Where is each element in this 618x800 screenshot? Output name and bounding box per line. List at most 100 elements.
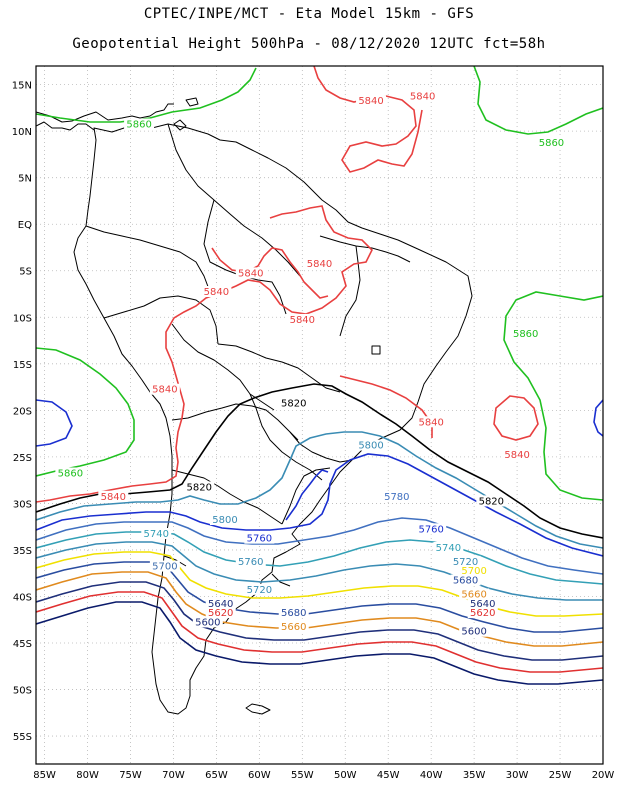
contour-label-bg bbox=[287, 313, 318, 325]
contour-5760 bbox=[36, 517, 603, 575]
lat-label: 15S bbox=[13, 360, 32, 371]
contour-label-bg bbox=[356, 439, 387, 451]
contour-5860-west bbox=[36, 347, 135, 477]
contour-label-bg bbox=[205, 607, 236, 619]
lat-label: 35S bbox=[13, 546, 32, 557]
lat-label: 45S bbox=[13, 639, 32, 650]
contour-label-bg bbox=[141, 527, 172, 539]
lat-label: 20S bbox=[13, 406, 32, 417]
contour-label-bg bbox=[124, 118, 155, 130]
contour-label: 5820 bbox=[479, 496, 504, 507]
contour-label: 5800 bbox=[358, 441, 383, 452]
lon-label: 20W bbox=[592, 770, 615, 781]
contour-label-bg bbox=[510, 327, 541, 339]
contour-label-bg bbox=[55, 467, 86, 479]
lat-label: EQ bbox=[18, 220, 32, 231]
contour-label-bg bbox=[450, 555, 481, 567]
contour-label-bg bbox=[450, 574, 481, 586]
lon-label: 75W bbox=[119, 770, 142, 781]
contour-label-bg bbox=[476, 495, 507, 507]
contour-label: 5860 bbox=[126, 119, 151, 130]
contour-label-bg bbox=[205, 597, 236, 609]
contour-label-bg bbox=[407, 90, 438, 102]
contour-label: 5840 bbox=[152, 385, 177, 396]
contour-label-bg bbox=[210, 514, 240, 526]
contour-label-bg bbox=[235, 555, 266, 567]
contour-5860-east bbox=[503, 291, 603, 501]
contour-label-bg bbox=[459, 625, 490, 637]
contour-5860-northeast bbox=[473, 66, 603, 135]
contour-label: 5600 bbox=[195, 617, 220, 628]
lon-label: 85W bbox=[33, 770, 56, 781]
contour-5860-north bbox=[36, 67, 257, 123]
contour-label-bg bbox=[459, 565, 490, 577]
lon-label: 70W bbox=[162, 770, 185, 781]
contour-label: 5780 bbox=[384, 492, 409, 503]
contour-label: 5700 bbox=[461, 566, 486, 577]
contour-label: 5860 bbox=[58, 468, 83, 479]
lat-label: 5S bbox=[19, 267, 32, 278]
coastline-borders bbox=[36, 97, 473, 715]
contour-label-bg bbox=[278, 621, 309, 633]
contour-5860-west-loop bbox=[36, 399, 73, 447]
contour-label: 5720 bbox=[247, 585, 272, 596]
lat-label: 50S bbox=[13, 686, 32, 697]
contour-label: 5840 bbox=[238, 268, 263, 279]
contour-label-bg bbox=[459, 588, 490, 600]
map-frame-bg bbox=[36, 66, 603, 764]
contour-label: 5840 bbox=[204, 287, 229, 298]
latitude-labels: 15N 10N 5N EQ 5S 10S 15S 20S 25S 30S 35S 40S 45S 50S 5… bbox=[12, 81, 32, 743]
contour-label: 5740 bbox=[144, 529, 169, 540]
contour-label: 5840 bbox=[410, 92, 435, 103]
contour-label: 5680 bbox=[453, 576, 478, 587]
contour-label: 5680 bbox=[281, 608, 306, 619]
contour-label-bg bbox=[304, 258, 335, 270]
lon-label: 40W bbox=[420, 770, 443, 781]
lon-label: 55W bbox=[291, 770, 314, 781]
longitude-labels: 85W 80W 75W 70W 65W 60W 55W 50W 45W 40W 35W 30W 25W 2… bbox=[33, 770, 614, 781]
contour-label-bg bbox=[433, 541, 464, 553]
contour-label-bg bbox=[184, 481, 215, 493]
contour-label: 5800 bbox=[212, 515, 237, 526]
contour-label: 5820 bbox=[187, 482, 212, 493]
map-title-line-2: Geopotential Height 500hPa - 08/12/2020 … bbox=[72, 36, 546, 52]
contour-label: 5640 bbox=[208, 599, 233, 610]
lat-label: 55S bbox=[13, 732, 32, 743]
lat-label: 5N bbox=[18, 174, 32, 185]
contour-5820 bbox=[36, 383, 603, 539]
lon-label: 35W bbox=[463, 770, 486, 781]
lon-label: 30W bbox=[506, 770, 529, 781]
contour-label-bg bbox=[201, 286, 232, 298]
map-title-line-1: CPTEC/INPE/MCT - Eta Model 15km - GFS bbox=[143, 6, 475, 22]
contour-label: 5600 bbox=[461, 627, 486, 638]
contour-label-bg bbox=[98, 490, 129, 502]
contour-label: 5720 bbox=[453, 557, 478, 568]
contour-label: 5660 bbox=[281, 622, 306, 633]
contour-label: 5760 bbox=[247, 534, 272, 545]
contour-5840-north bbox=[313, 66, 423, 173]
contour-label: 5760 bbox=[418, 524, 443, 535]
contour-label-bg bbox=[244, 583, 275, 595]
contour-label: 5660 bbox=[461, 589, 486, 600]
contour-labels: 5860 5860 5860 5860 5840 5840 5840 5840 5840 5840… bbox=[55, 90, 567, 638]
contour-label-bg bbox=[416, 416, 447, 428]
contour-label: 5700 bbox=[152, 562, 177, 573]
contour-5620 bbox=[36, 591, 603, 673]
contour-label-bg bbox=[467, 597, 498, 609]
contour-label-bg bbox=[149, 383, 180, 395]
contour-label: 5640 bbox=[470, 599, 495, 610]
contour-label: 5820 bbox=[281, 399, 306, 410]
contour-5600 bbox=[36, 601, 603, 685]
lon-label: 65W bbox=[205, 770, 228, 781]
lon-label: 60W bbox=[248, 770, 271, 781]
contour-label: 5760 bbox=[238, 557, 263, 568]
contour-label-bg bbox=[235, 267, 266, 279]
contour-label: 5860 bbox=[539, 138, 564, 149]
contour-label: 5620 bbox=[208, 608, 233, 619]
contour-5640 bbox=[36, 581, 603, 661]
contour-label-bg bbox=[536, 137, 567, 149]
contour-label-bg bbox=[278, 397, 309, 409]
contour-label: 5840 bbox=[358, 96, 383, 107]
lon-label: 80W bbox=[76, 770, 99, 781]
contour-label: 5840 bbox=[504, 450, 529, 461]
